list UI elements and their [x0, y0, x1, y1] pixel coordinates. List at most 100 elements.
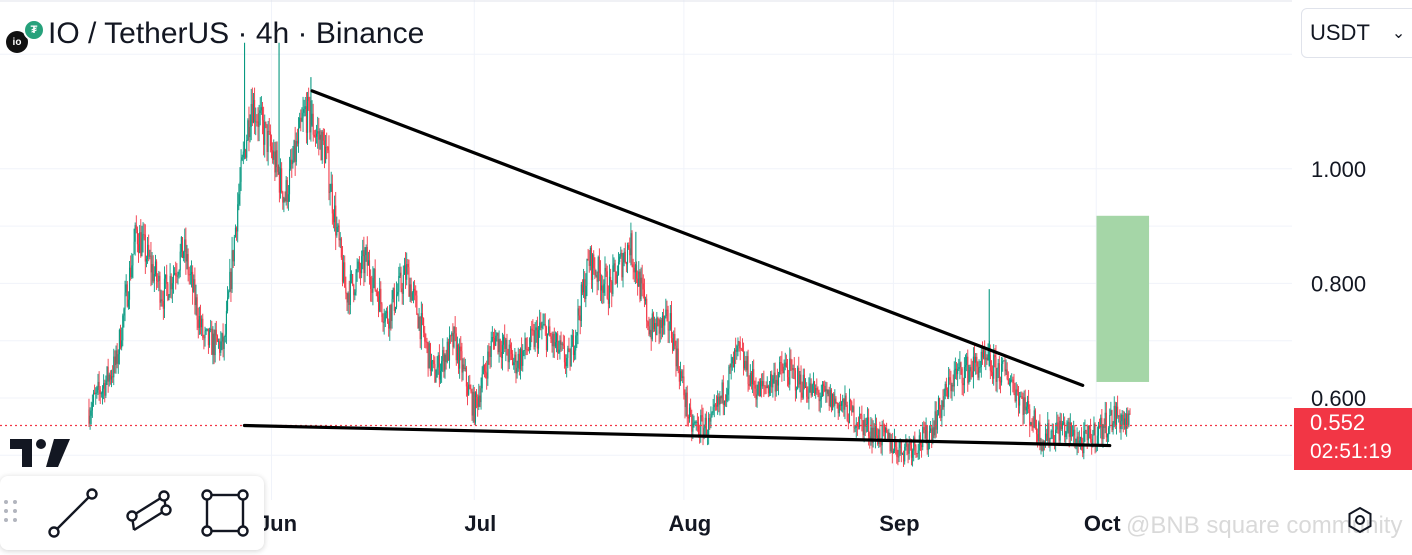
settings-icon[interactable]	[1346, 506, 1374, 534]
candle-body	[637, 278, 639, 287]
candle-body	[416, 295, 418, 315]
candle-body	[418, 316, 420, 329]
candle-body	[487, 351, 489, 379]
tradingview-logo-icon[interactable]	[10, 435, 72, 469]
parallel-channel-icon[interactable]	[120, 484, 178, 542]
candle-body	[469, 384, 471, 390]
candle-body	[666, 309, 668, 311]
candle-body	[363, 250, 365, 274]
candle-body	[314, 136, 316, 138]
candle-body	[883, 425, 885, 433]
candle-body	[1081, 436, 1083, 444]
candle-body	[1038, 422, 1040, 442]
candle-body	[329, 191, 331, 193]
candle-body	[738, 341, 740, 343]
candle-body	[305, 106, 307, 133]
candle-body	[839, 404, 842, 406]
candle-body	[522, 350, 524, 366]
candle-body	[96, 387, 98, 393]
candle-body	[1024, 397, 1026, 411]
candle-body	[937, 397, 940, 415]
candle-body	[407, 263, 409, 268]
candle-body	[720, 396, 722, 399]
candle-body	[505, 340, 507, 349]
candle-body	[777, 374, 780, 386]
candle-body	[241, 157, 243, 161]
candle-body	[114, 356, 116, 366]
candle-body	[613, 263, 615, 266]
candle-body	[142, 234, 144, 239]
candle-body	[396, 294, 398, 308]
time-axis[interactable]: Jun Jul Aug Sep Oct	[258, 511, 1121, 536]
candle-body	[880, 443, 882, 446]
candle-body	[661, 315, 664, 328]
candle-body	[504, 336, 506, 349]
candle-body	[446, 341, 448, 362]
trendline	[310, 89, 1085, 387]
candle-body	[872, 427, 874, 443]
candle-body	[1043, 440, 1045, 443]
candle-body	[663, 315, 665, 326]
trend-line-icon[interactable]	[44, 484, 102, 542]
candle-body	[207, 328, 209, 346]
candle-body	[711, 412, 713, 417]
candle-body	[843, 398, 845, 410]
candle-body	[726, 394, 728, 401]
candle-body	[163, 278, 166, 309]
candle-body	[453, 326, 455, 347]
candle-body	[791, 364, 793, 370]
candle-body	[183, 252, 185, 258]
candle-body	[531, 328, 533, 331]
currency-select[interactable]: USDT ⌄	[1301, 8, 1412, 58]
candle-body	[923, 427, 925, 430]
candle-body	[409, 284, 411, 297]
candle-body	[657, 317, 659, 319]
candle-body	[782, 371, 784, 374]
candle-body	[290, 159, 292, 169]
candle-body	[355, 272, 357, 293]
symbol-title[interactable]: IO / TetherUS · 4h · Binance	[48, 17, 425, 50]
price-tick-label: 0.800	[1311, 271, 1366, 296]
candle-body	[584, 279, 586, 300]
candle-body	[1050, 430, 1052, 439]
candle-body	[1057, 422, 1059, 426]
candle-body	[728, 366, 730, 389]
candle-body	[834, 398, 836, 406]
candle-body	[327, 147, 329, 151]
candle-body	[456, 344, 458, 361]
candle-body	[301, 118, 303, 122]
candle-body	[729, 366, 731, 368]
candle-body	[1100, 417, 1102, 428]
candle-body	[125, 284, 127, 293]
candle-body	[857, 426, 860, 428]
candle-body	[892, 450, 894, 454]
candle-body	[343, 262, 345, 282]
candle-body	[808, 388, 810, 399]
candle-body	[491, 337, 493, 342]
candle-body	[712, 407, 714, 413]
candle-body	[878, 429, 880, 444]
candle-body	[1010, 379, 1012, 384]
drag-handle-icon[interactable]	[4, 500, 22, 528]
candle-body	[1048, 423, 1050, 444]
candle-body	[759, 381, 762, 397]
candle-body	[439, 370, 442, 380]
candle-body	[542, 324, 544, 327]
candle-body	[497, 333, 499, 353]
candle-body	[180, 237, 182, 252]
candle-body	[421, 313, 424, 319]
price-axis[interactable]: 0.600 0.800 1.000	[1311, 157, 1366, 411]
candle-body	[197, 319, 199, 328]
candle-body	[623, 251, 625, 263]
candle-body	[450, 335, 452, 337]
candle-body	[708, 417, 710, 435]
candle-body	[406, 263, 408, 280]
candle-body	[1073, 429, 1075, 436]
rectangle-icon[interactable]	[196, 484, 254, 542]
candle-body	[927, 442, 929, 450]
candle-body	[165, 274, 167, 279]
candle-body	[124, 292, 126, 310]
candle-body	[513, 362, 515, 366]
candle-body	[345, 287, 347, 294]
